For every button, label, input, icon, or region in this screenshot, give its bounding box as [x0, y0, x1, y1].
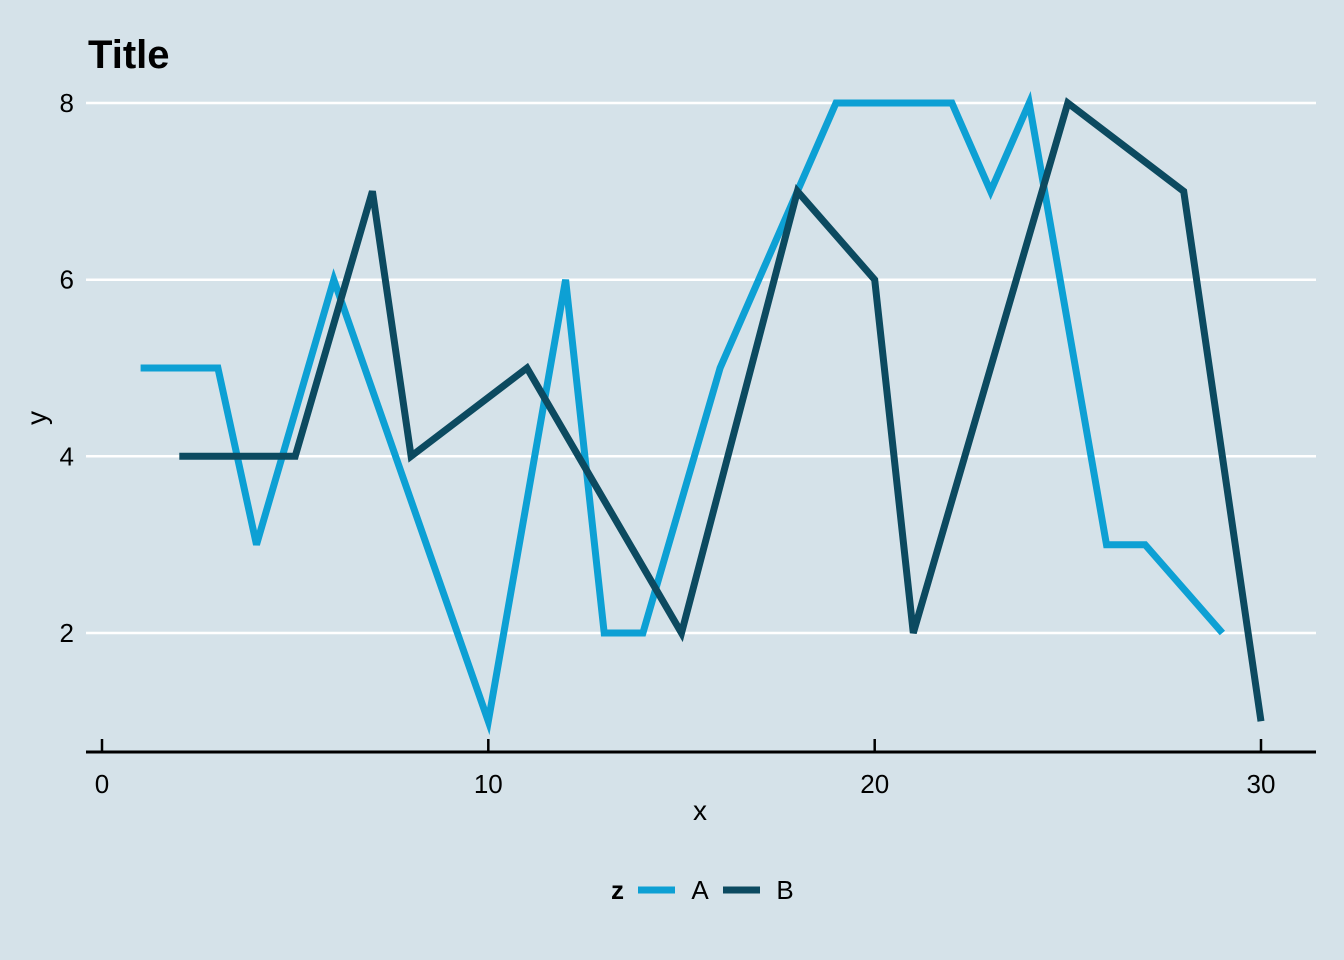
legend-title: z [611, 875, 624, 905]
x-tick-label-20: 20 [860, 769, 889, 799]
series-lines [140, 90, 1265, 736]
legend-label-a: A [691, 875, 709, 905]
legend-label-b: B [776, 875, 793, 905]
x-tick-label-0: 0 [95, 769, 109, 799]
y-tick-labels: 2 4 6 8 [60, 88, 74, 648]
x-tick-label-10: 10 [474, 769, 503, 799]
y-tick-label-2: 2 [60, 618, 74, 648]
y-tick-label-8: 8 [60, 88, 74, 118]
x-axis-label: x [693, 795, 707, 826]
series-line-a [140, 90, 1226, 736]
series-line-b [179, 97, 1265, 722]
x-axis: 0 10 20 30 [86, 739, 1316, 799]
legend: z A B [611, 875, 794, 905]
chart-title: Title [88, 33, 170, 77]
y-tick-label-4: 4 [60, 441, 74, 471]
y-axis-label: y [21, 411, 52, 425]
y-tick-label-6: 6 [60, 265, 74, 295]
x-tick-label-30: 30 [1247, 769, 1276, 799]
